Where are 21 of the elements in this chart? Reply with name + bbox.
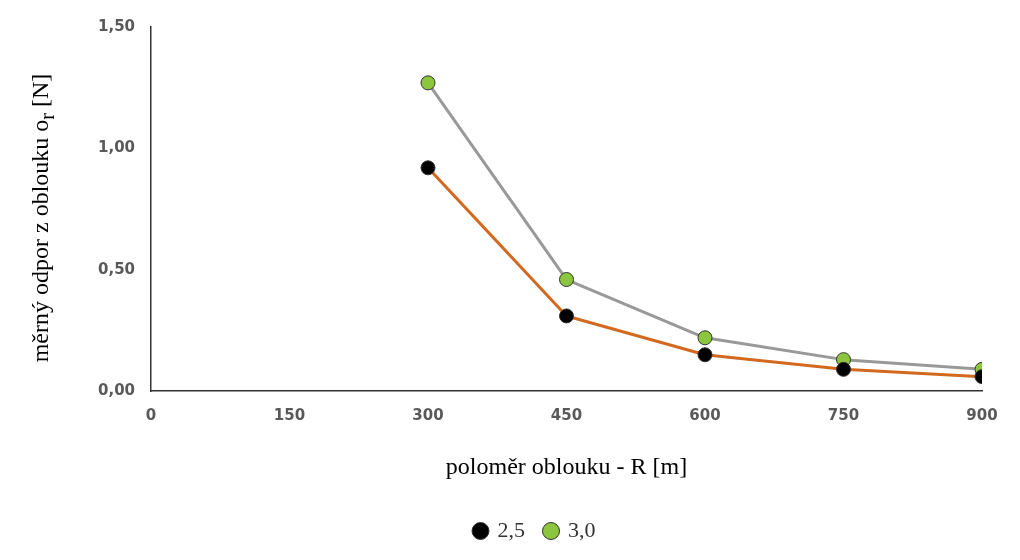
x-tick-label: 150 (273, 406, 306, 425)
y-tick-label: 0,00 (97, 381, 136, 400)
x-tick-label: 600 (689, 406, 721, 425)
point (836, 361, 851, 377)
point (697, 347, 713, 363)
point (697, 330, 713, 346)
point (559, 308, 575, 324)
point (559, 272, 575, 288)
x-tick-label: 750 (827, 406, 860, 425)
y-tick-label: 1,50 (97, 16, 136, 35)
legend-label: 2,5 (497, 516, 525, 542)
y-tick-label: 1,00 (97, 138, 136, 157)
y-tick-label: 0,50 (97, 259, 136, 278)
x-tick-label: 300 (412, 406, 444, 425)
x-tick-label: 450 (550, 406, 583, 425)
point (420, 160, 436, 176)
x-tick-label: 900 (966, 406, 998, 425)
x-tick-label: 0 (145, 406, 157, 425)
legend-label: 3,0 (568, 516, 596, 542)
x-axis-title: poloměr oblouku - R [m] (445, 452, 688, 479)
point (420, 75, 436, 91)
